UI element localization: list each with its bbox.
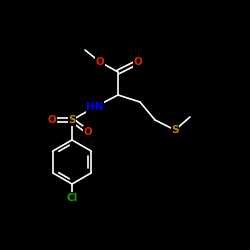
Text: O: O: [96, 57, 104, 67]
Text: O: O: [48, 115, 56, 125]
Text: Cl: Cl: [66, 193, 78, 203]
Text: S: S: [68, 115, 76, 125]
Text: S: S: [171, 125, 179, 135]
Text: HN: HN: [86, 102, 104, 112]
Text: O: O: [134, 57, 142, 67]
Text: O: O: [84, 127, 92, 137]
